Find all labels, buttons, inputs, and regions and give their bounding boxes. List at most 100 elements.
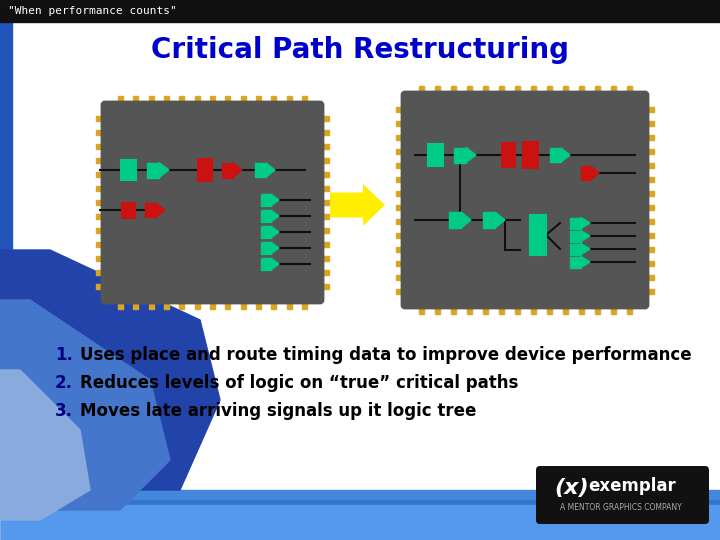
- FancyBboxPatch shape: [536, 466, 709, 524]
- Bar: [320, 117, 329, 122]
- Bar: [210, 300, 215, 309]
- Bar: [546, 305, 552, 314]
- Bar: [194, 300, 199, 309]
- Bar: [396, 148, 405, 153]
- Bar: [194, 96, 199, 105]
- Bar: [645, 134, 654, 139]
- Bar: [210, 96, 215, 105]
- Bar: [396, 260, 405, 266]
- Bar: [122, 202, 135, 218]
- Bar: [256, 96, 261, 105]
- Bar: [482, 86, 487, 95]
- Bar: [451, 86, 456, 95]
- Bar: [118, 300, 123, 309]
- Bar: [418, 86, 423, 95]
- Bar: [320, 256, 329, 261]
- Bar: [261, 194, 271, 206]
- Bar: [320, 228, 329, 233]
- Bar: [595, 305, 600, 314]
- Bar: [562, 305, 567, 314]
- Bar: [96, 158, 105, 163]
- Bar: [396, 288, 405, 294]
- Bar: [287, 96, 292, 105]
- Bar: [645, 177, 654, 181]
- FancyBboxPatch shape: [102, 102, 323, 303]
- Bar: [396, 219, 405, 224]
- Bar: [396, 163, 405, 167]
- Bar: [256, 300, 261, 309]
- Bar: [96, 144, 105, 149]
- Bar: [467, 305, 472, 314]
- Bar: [645, 205, 654, 210]
- Bar: [531, 86, 536, 95]
- Bar: [320, 158, 329, 163]
- Bar: [0, 505, 720, 540]
- Text: exemplar: exemplar: [588, 477, 676, 495]
- Bar: [482, 305, 487, 314]
- Bar: [570, 231, 581, 241]
- Text: 1.: 1.: [55, 346, 73, 364]
- Bar: [96, 172, 105, 177]
- Bar: [261, 226, 271, 238]
- Bar: [0, 490, 720, 540]
- Polygon shape: [0, 370, 90, 540]
- Polygon shape: [0, 250, 220, 540]
- Bar: [570, 218, 581, 228]
- Bar: [96, 284, 105, 288]
- Polygon shape: [581, 218, 590, 228]
- Bar: [271, 300, 276, 309]
- Bar: [454, 147, 466, 163]
- Bar: [164, 96, 169, 105]
- Bar: [550, 148, 561, 162]
- Polygon shape: [271, 194, 279, 206]
- Bar: [502, 143, 515, 167]
- Bar: [222, 163, 233, 178]
- Bar: [396, 106, 405, 111]
- Bar: [320, 242, 329, 247]
- Bar: [498, 305, 503, 314]
- Polygon shape: [581, 231, 590, 241]
- Polygon shape: [271, 226, 279, 238]
- Bar: [645, 274, 654, 280]
- Bar: [96, 256, 105, 261]
- Bar: [320, 130, 329, 136]
- Bar: [570, 244, 581, 254]
- Bar: [515, 86, 520, 95]
- Bar: [530, 215, 546, 255]
- Bar: [179, 96, 184, 105]
- Bar: [320, 186, 329, 191]
- Polygon shape: [233, 163, 242, 178]
- Bar: [320, 172, 329, 177]
- Bar: [225, 300, 230, 309]
- Bar: [523, 142, 538, 168]
- FancyBboxPatch shape: [402, 92, 648, 308]
- Bar: [145, 203, 156, 217]
- Polygon shape: [495, 212, 505, 228]
- FancyArrow shape: [330, 184, 385, 226]
- Bar: [428, 144, 443, 166]
- Bar: [449, 212, 461, 228]
- Bar: [396, 120, 405, 125]
- Text: 3.: 3.: [55, 402, 73, 420]
- Bar: [320, 144, 329, 149]
- Bar: [96, 130, 105, 136]
- Bar: [320, 269, 329, 275]
- Bar: [255, 163, 266, 177]
- Bar: [531, 305, 536, 314]
- Polygon shape: [266, 163, 275, 177]
- Bar: [96, 269, 105, 275]
- Bar: [302, 96, 307, 105]
- Polygon shape: [156, 203, 165, 217]
- Bar: [164, 300, 169, 309]
- Text: Uses place and route timing data to improve device performance: Uses place and route timing data to impr…: [80, 346, 692, 364]
- Bar: [396, 205, 405, 210]
- Text: Reduces levels of logic on “true” critical paths: Reduces levels of logic on “true” critic…: [80, 374, 518, 392]
- Bar: [645, 246, 654, 252]
- Bar: [320, 284, 329, 288]
- Bar: [546, 86, 552, 95]
- Text: A MENTOR GRAPHICS COMPANY: A MENTOR GRAPHICS COMPANY: [560, 503, 682, 512]
- Bar: [645, 288, 654, 294]
- Text: Moves late arriving signals up it logic tree: Moves late arriving signals up it logic …: [80, 402, 477, 420]
- Bar: [467, 86, 472, 95]
- Bar: [451, 305, 456, 314]
